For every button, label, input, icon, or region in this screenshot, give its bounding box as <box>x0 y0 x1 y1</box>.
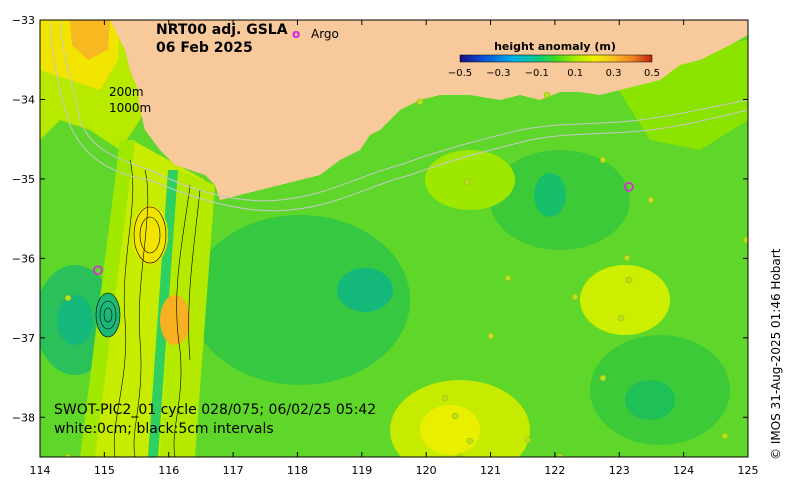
colorbar-tick-label: 0.5 <box>644 68 660 79</box>
x-tick-label: 122 <box>544 464 565 477</box>
anomaly-patch-east-high <box>580 265 670 335</box>
x-tick-label: 118 <box>287 464 308 477</box>
anomaly-eddy-west <box>57 295 93 345</box>
contour-caption: white:0cm; black:5cm intervals <box>54 421 274 437</box>
y-tick-label: −35 <box>12 173 35 186</box>
y-tick-label: −38 <box>12 411 35 424</box>
isobath-1000-label: 1000m <box>109 101 151 115</box>
colorbar-tick-label: −0.3 <box>486 68 510 79</box>
x-tick-label: 124 <box>673 464 694 477</box>
swot-peak-feature <box>160 295 190 345</box>
map-plot-area <box>40 20 748 457</box>
x-tick-label: 117 <box>223 464 244 477</box>
x-tick-label: 119 <box>351 464 372 477</box>
isobath-200-label: 200m <box>109 85 144 99</box>
x-tick-label: 125 <box>738 464 759 477</box>
isobaths <box>49 20 748 212</box>
colorbar-ticks: −0.5 −0.3 −0.1 0.1 0.3 0.5 <box>448 68 660 79</box>
swot-contours <box>95 159 201 457</box>
y-axis: −33 −34 −35 −36 −37 −38 <box>12 14 748 424</box>
colorbar: height anomaly (m) −0.5 −0.3 −0.1 0.1 0.3 0.5 <box>448 40 660 79</box>
swot-low-feature <box>96 293 120 337</box>
swot-caption: SWOT-PIC2_01 cycle 028/075; 06/02/25 05:… <box>54 402 376 418</box>
argo-floats <box>93 182 634 276</box>
y-tick-label: −36 <box>12 252 35 265</box>
argo-legend-label: Argo <box>311 27 339 41</box>
x-tick-label: 116 <box>158 464 179 477</box>
imos-credit: © IMOS 31-Aug-2025 01:46 Hobart <box>769 248 783 460</box>
argo-legend: o Argo <box>292 27 339 41</box>
isobath-1000-line <box>49 20 748 212</box>
x-tick-label: 120 <box>416 464 437 477</box>
y-tick-label: −34 <box>12 93 35 106</box>
australia-land <box>110 20 748 200</box>
argo-float-marker <box>93 265 103 276</box>
colorbar-title: height anomaly (m) <box>494 40 616 53</box>
x-tick-label: 123 <box>609 464 630 477</box>
plot-frame <box>39 19 749 458</box>
argo-legend-marker: o <box>292 27 300 41</box>
x-tick-label: 121 <box>480 464 501 477</box>
colorbar-tick-label: 0.3 <box>606 68 622 79</box>
x-axis: 114 115 116 117 118 119 120 121 122 123 124 125 <box>30 20 759 477</box>
y-tick-label: −33 <box>12 14 35 27</box>
swot-swath <box>80 140 215 457</box>
drifter-dots <box>64 91 748 457</box>
isobath-200-line <box>59 20 748 202</box>
colorbar-tick-label: −0.5 <box>448 68 472 79</box>
x-tick-label: 115 <box>94 464 115 477</box>
colorbar-tick-label: 0.1 <box>567 68 583 79</box>
anomaly-eddy-east <box>534 173 566 217</box>
land-cape <box>110 20 150 38</box>
x-tick-label: 114 <box>30 464 51 477</box>
anomaly-patch-south-peak <box>420 405 480 455</box>
argo-float-marker <box>624 182 634 192</box>
anomaly-eddy-central <box>337 268 393 312</box>
colorbar-tick-label: −0.1 <box>525 68 549 79</box>
y-tick-label: −37 <box>12 332 35 345</box>
map-title-line1: NRT00 adj. GSLA <box>156 22 288 38</box>
anomaly-patch-shelf-high <box>425 150 515 210</box>
anomaly-eddy-southeast <box>625 380 675 420</box>
anomaly-patch-central-low <box>190 215 410 385</box>
swot-high-feature <box>132 205 168 265</box>
anomaly-patch-northwest-peak <box>70 20 110 60</box>
colorbar-scale <box>459 54 653 63</box>
map-title-line2: 06 Feb 2025 <box>156 40 253 56</box>
